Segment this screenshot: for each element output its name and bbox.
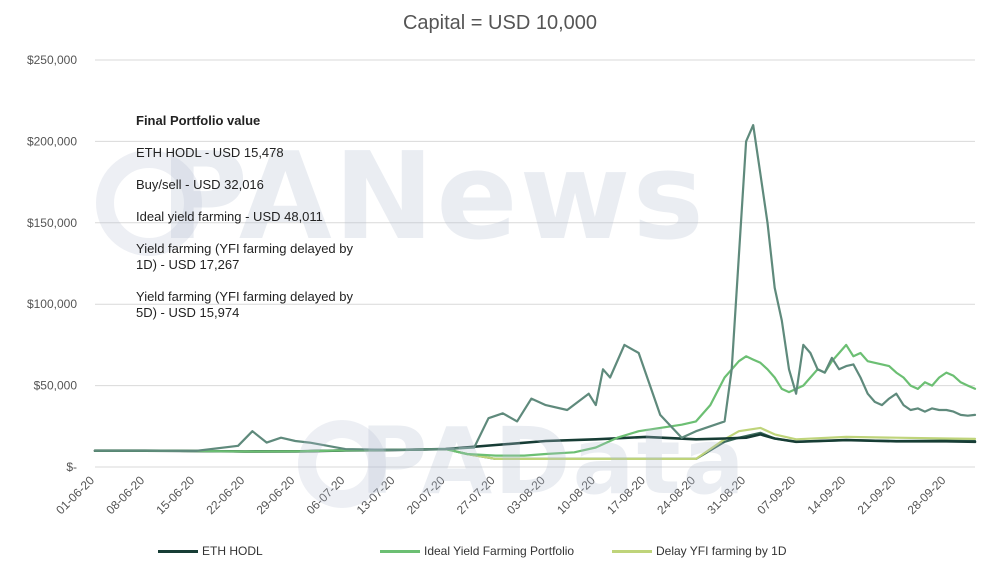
chart-title: Capital = USD 10,000 <box>402 12 597 34</box>
legend-swatch-eth-hodl <box>158 549 198 553</box>
x-tick-label: 07-09-20 <box>754 473 798 517</box>
annotation-line-buy-sell: Buy/sell - USD 32,016 <box>136 177 264 192</box>
x-tick-label: 28-09-20 <box>905 473 949 517</box>
annotation-line-eth-hodl: ETH HODL - USD 15,478 <box>136 145 284 160</box>
x-tick-label: 06-07-20 <box>304 473 348 517</box>
x-tick-label: 08-06-20 <box>103 473 147 517</box>
x-tick-label: 10-08-20 <box>554 473 598 517</box>
grid-lines <box>95 59 975 468</box>
x-tick-label: 29-06-20 <box>254 473 298 517</box>
annotation-line-delay-5d: Yield farming (YFI farming delayed by 5D… <box>136 289 354 320</box>
x-tick-label: 31-08-20 <box>704 473 748 517</box>
x-tick-label: 20-07-20 <box>404 473 448 517</box>
x-tick-label: 22-06-20 <box>203 473 247 517</box>
annotation-heading: Final Portfolio value <box>136 113 261 128</box>
legend-swatch-delay-1d <box>612 549 652 553</box>
y-axis-ticks: $- $50,000 $100,000 $150,000 $200,000 $250,00… <box>27 53 77 474</box>
legend-swatch-ideal-yield <box>380 549 420 553</box>
y-tick-label: $50,000 <box>34 379 78 393</box>
x-tick-label: 21-09-20 <box>855 473 899 517</box>
legend-item-delay-1d: Delay YFI farming by 1D <box>612 541 787 561</box>
chart-legend: ETH HODL Ideal Yield Farming Portfolio D… <box>0 541 1000 561</box>
y-tick-label: $200,000 <box>27 134 77 148</box>
legend-label-delay-1d: Delay YFI farming by 1D <box>656 544 787 558</box>
annotation-line-ideal-yield: Ideal yield farming - USD 48,011 <box>136 209 323 224</box>
x-tick-label: 13-07-20 <box>354 473 398 517</box>
annotation-line-delay-1d: Yield farming (YFI farming delayed by 1D… <box>136 241 354 272</box>
series-line-buy-sell <box>93 123 977 453</box>
x-tick-label: 15-06-20 <box>153 473 197 517</box>
x-tick-label: 03-08-20 <box>504 473 548 517</box>
x-tick-label: 24-08-20 <box>654 473 698 517</box>
y-tick-label: $250,000 <box>27 53 77 67</box>
legend-item-ideal-yield: Ideal Yield Farming Portfolio <box>380 541 574 561</box>
series-lines <box>93 123 977 460</box>
series-line-ideal-yield-farming-portfolio <box>93 343 977 457</box>
y-tick-label: $- <box>66 460 77 474</box>
legend-label-ideal-yield: Ideal Yield Farming Portfolio <box>424 544 575 558</box>
x-axis-ticks: 01-06-20 08-06-20 15-06-20 22-06-20 29-06-20… <box>53 473 948 517</box>
legend-item-eth-hodl: ETH HODL <box>158 541 263 561</box>
x-tick-label: 17-08-20 <box>604 473 648 517</box>
x-tick-label: 01-06-20 <box>53 473 97 517</box>
x-tick-label: 27-07-20 <box>454 473 498 517</box>
x-tick-label: 14-09-20 <box>804 473 848 517</box>
annotation-box: Final Portfolio value ETH HODL - USD 15,… <box>136 113 436 337</box>
y-tick-label: $100,000 <box>27 297 77 311</box>
legend-label-eth-hodl: ETH HODL <box>202 544 263 558</box>
y-tick-label: $150,000 <box>27 216 77 230</box>
